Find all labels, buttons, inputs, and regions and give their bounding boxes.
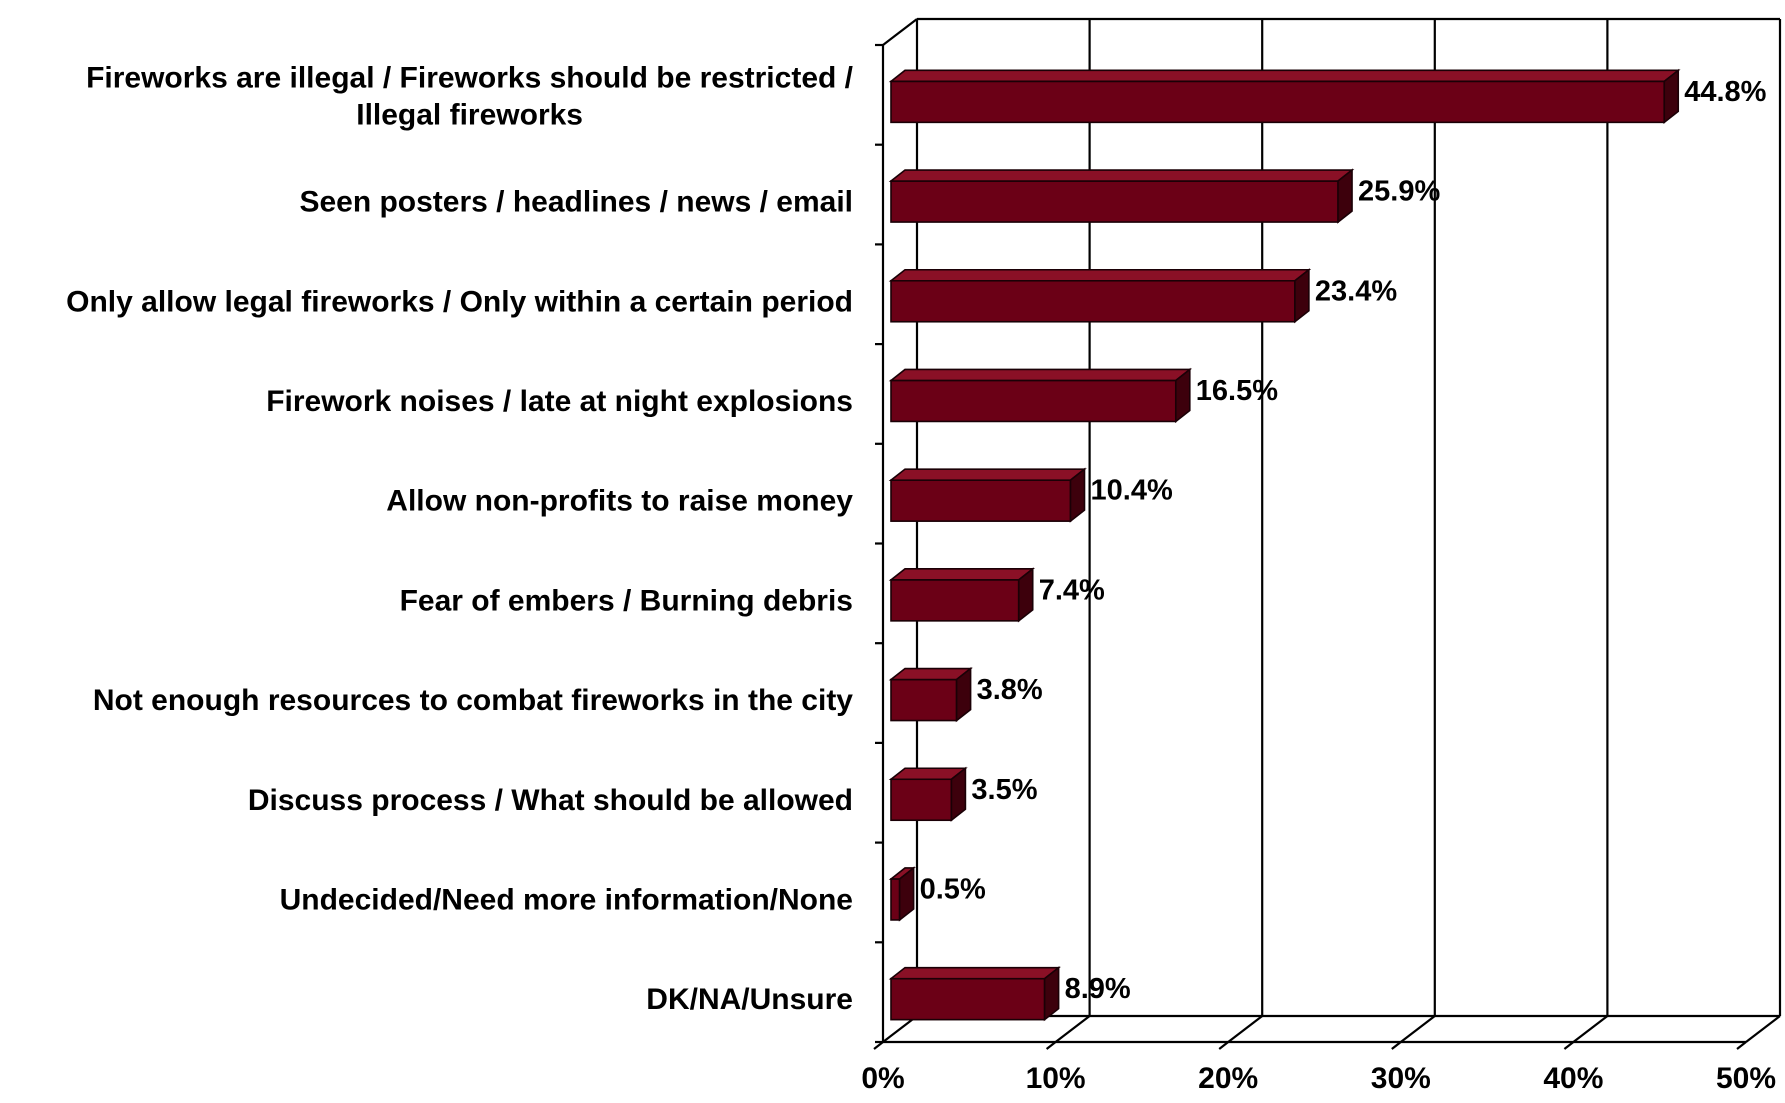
bar-top-face: [888, 368, 1193, 382]
bar: [888, 68, 1681, 124]
bar-side-face: [1337, 168, 1353, 224]
category-label-line: Only allow legal fireworks / Only within…: [66, 285, 853, 318]
category-label-line: Illegal fireworks: [356, 98, 583, 131]
bar-side-face: [1017, 567, 1034, 623]
bar-side-face: [1663, 68, 1680, 124]
bar-top-face: [888, 268, 1312, 282]
bar-top-face: [888, 568, 1036, 581]
data-label: 10.4%: [1091, 475, 1173, 507]
data-label: 25.9%: [1358, 176, 1440, 208]
value-labels: 44.8% 25.9% 23.4% 16.5% 10.4% 7.4% 3.8% 3.5% 0.5…: [920, 76, 1767, 1005]
data-label: 16.5%: [1196, 375, 1278, 407]
category-label: Discuss process / What should be allowed: [248, 784, 853, 817]
bar: [888, 966, 1061, 1022]
bar-side-face: [898, 866, 915, 922]
x-axis-ticks: 0% 10% 20% 30% 40% 50%: [861, 43, 1776, 1095]
bar-front-face: [890, 678, 958, 722]
data-label: 8.9%: [1065, 973, 1131, 1005]
side-wall-top-edge: [882, 18, 918, 46]
bar-front-face: [890, 279, 1296, 323]
data-label: 3.8%: [977, 674, 1043, 706]
category-label-line: DK/NA/Unsure: [646, 983, 853, 1016]
category-label: Firework noises / late at night explosio…: [266, 385, 853, 418]
data-label: 23.4%: [1315, 275, 1397, 307]
bar: [888, 367, 1193, 424]
category-label: Fireworks are illegal / Fireworks should…: [86, 61, 854, 131]
category-label-line: Firework noises / late at night explosio…: [266, 385, 853, 418]
category-label-line: Allow non-profits to raise money: [386, 485, 853, 518]
floor-gridline: [1054, 1015, 1091, 1043]
bar-front-face: [890, 479, 1072, 522]
bar-front-face: [890, 80, 1666, 124]
x-tick-mark: [1218, 1041, 1229, 1050]
category-label-line: Fireworks are illegal / Fireworks should…: [86, 61, 854, 94]
bar-top-face: [888, 468, 1087, 481]
bar-side-face: [1174, 367, 1191, 424]
bar-side-face: [1294, 268, 1310, 324]
data-label: 7.4%: [1039, 574, 1105, 606]
x-tick-mark: [873, 1041, 884, 1050]
bars: [888, 68, 1681, 1022]
bar-front-face: [890, 977, 1046, 1021]
category-label: DK/NA/Unsure: [646, 983, 853, 1016]
category-label-line: Fear of embers / Burning debris: [400, 584, 853, 617]
bar-side-face: [1069, 467, 1086, 523]
category-label: Allow non-profits to raise money: [386, 485, 853, 518]
x-tick-mark: [1563, 1041, 1575, 1050]
category-label: Fear of embers / Burning debris: [400, 584, 853, 617]
floor-gridline: [1745, 1015, 1781, 1043]
x-tick-label: 40%: [1543, 1062, 1603, 1095]
bar-front-face: [890, 180, 1339, 223]
bar-front-face: [890, 778, 953, 822]
category-label-line: Seen posters / headlines / news / email: [299, 186, 853, 219]
category-label-line: Not enough resources to combat fireworks…: [93, 684, 853, 717]
x-tick-mark: [1391, 1041, 1402, 1050]
x-tick-label: 30%: [1371, 1062, 1431, 1095]
bar-front-face: [890, 878, 901, 921]
category-label: Not enough resources to combat fireworks…: [93, 684, 853, 717]
bar-side-face: [950, 766, 967, 822]
category-labels: Fireworks are illegal / Fireworks should…: [66, 61, 854, 1016]
category-label: Seen posters / headlines / news / email: [299, 186, 853, 219]
bar: [888, 268, 1312, 324]
bar-top-face: [888, 966, 1061, 980]
category-label: Only allow legal fireworks / Only within…: [66, 285, 853, 318]
bar-top-face: [888, 169, 1355, 182]
x-tick-mark: [1045, 1041, 1057, 1050]
bar: [888, 766, 968, 822]
bar-top-face: [888, 69, 1681, 83]
bar: [888, 168, 1355, 224]
category-label: Undecided/Need more information/None: [280, 883, 853, 916]
floor-gridline: [1572, 1015, 1609, 1043]
data-label: 44.8%: [1684, 76, 1766, 108]
bar: [888, 666, 973, 723]
bar-front-face: [890, 579, 1020, 622]
bar: [888, 467, 1087, 523]
x-tick-label: 50%: [1716, 1062, 1776, 1095]
data-label: 0.5%: [920, 873, 986, 905]
bar: [888, 866, 916, 922]
x-tick-label: 10%: [1026, 1062, 1086, 1095]
bar-side-face: [1043, 966, 1060, 1022]
bar-front-face: [890, 379, 1177, 423]
floor-gridline: [1400, 1015, 1436, 1043]
x-tick-mark: [1736, 1041, 1747, 1050]
x-tick-label: 0%: [861, 1062, 904, 1095]
category-label-line: Discuss process / What should be allowed: [248, 784, 853, 817]
bar: [888, 567, 1036, 623]
x-tick-label: 20%: [1198, 1062, 1258, 1095]
data-label: 3.5%: [971, 774, 1037, 806]
floor-gridline: [1227, 1015, 1263, 1043]
bar-side-face: [955, 666, 972, 723]
category-label-line: Undecided/Need more information/None: [280, 883, 853, 916]
